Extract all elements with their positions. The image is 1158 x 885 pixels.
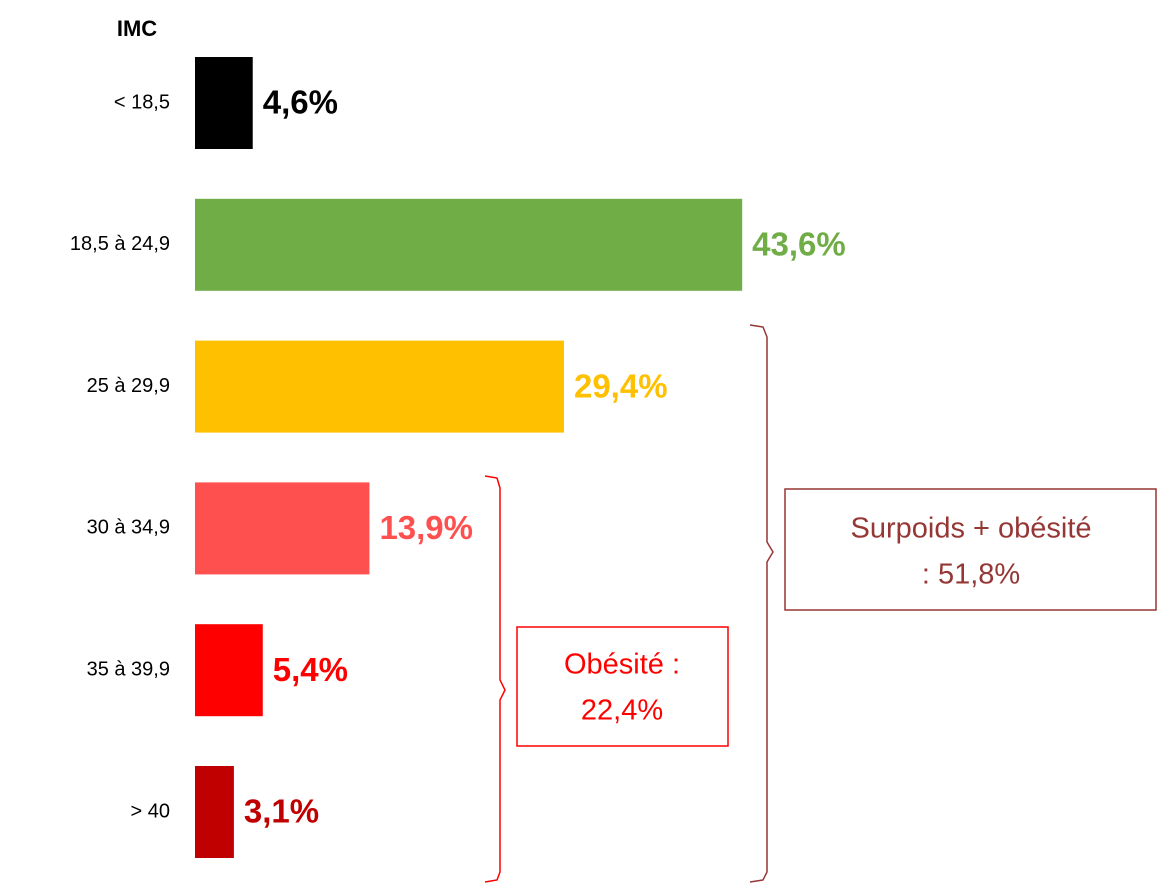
category-label: 18,5 à 24,9 bbox=[70, 233, 170, 255]
category-label: < 18,5 bbox=[114, 91, 170, 113]
annotation: Surpoids + obésité bbox=[850, 513, 1091, 545]
category-label: 30 à 34,9 bbox=[87, 517, 170, 539]
bar bbox=[195, 766, 234, 858]
annotation: 22,4% bbox=[581, 695, 663, 727]
bar bbox=[195, 624, 263, 717]
value-label: 13,9% bbox=[379, 509, 473, 546]
category-label: 35 à 39,9 bbox=[87, 658, 170, 680]
bar bbox=[195, 57, 253, 149]
bar bbox=[195, 482, 370, 575]
bar bbox=[195, 198, 743, 291]
annotation: : 51,8% bbox=[922, 559, 1020, 591]
overweight-box bbox=[784, 488, 1157, 611]
obesity-box bbox=[516, 626, 729, 747]
axis-title: IMC bbox=[117, 16, 157, 41]
annotation: Obésité : bbox=[564, 649, 680, 681]
value-label: 43,6% bbox=[752, 226, 846, 263]
obesity-bracket bbox=[484, 475, 506, 883]
category-label: 25 à 29,9 bbox=[87, 375, 170, 397]
value-label: 5,4% bbox=[273, 651, 348, 688]
value-label: 29,4% bbox=[574, 367, 668, 404]
value-label: 3,1% bbox=[244, 793, 319, 830]
value-label: 4,6% bbox=[263, 84, 338, 121]
overweight-bracket bbox=[749, 324, 774, 883]
category-label: > 40 bbox=[131, 800, 170, 822]
bar bbox=[195, 340, 564, 433]
